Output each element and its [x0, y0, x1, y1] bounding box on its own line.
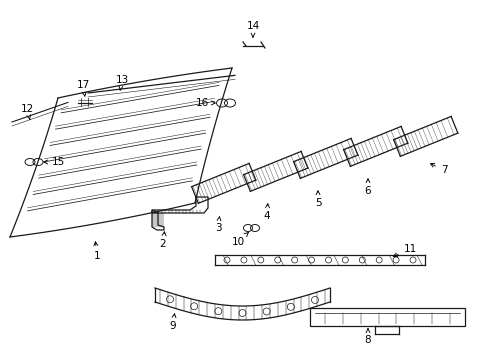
Text: 17: 17 — [76, 80, 89, 96]
Text: 1: 1 — [94, 242, 100, 261]
Text: 9: 9 — [169, 314, 176, 331]
Text: 12: 12 — [20, 104, 34, 120]
Text: 4: 4 — [263, 204, 270, 221]
Text: 6: 6 — [364, 179, 370, 196]
Text: 10: 10 — [231, 232, 248, 247]
Text: 15: 15 — [44, 157, 64, 167]
Text: 14: 14 — [246, 21, 259, 37]
Text: 5: 5 — [314, 191, 321, 208]
Text: 8: 8 — [364, 329, 370, 345]
Text: 2: 2 — [160, 232, 166, 249]
Text: 16: 16 — [195, 98, 215, 108]
Text: 7: 7 — [429, 163, 447, 175]
Text: 11: 11 — [393, 244, 416, 257]
Text: 3: 3 — [214, 217, 221, 233]
Text: 13: 13 — [115, 75, 128, 91]
